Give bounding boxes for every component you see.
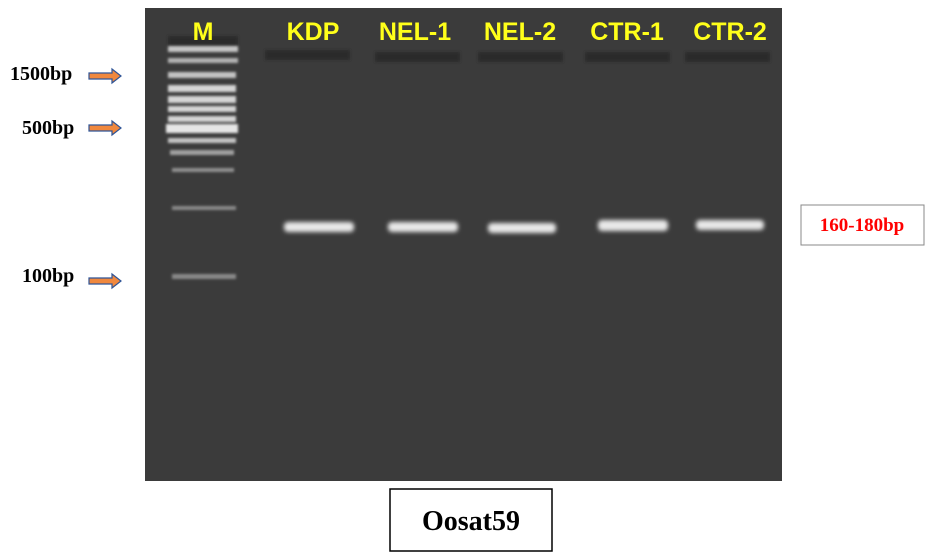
lane-label: CTR-2 xyxy=(693,18,767,46)
figure: M KDP NEL-1 NEL-2 CTR-1 CTR-2 1500bp 500… xyxy=(0,0,936,552)
marker-label: 1500bp xyxy=(10,63,72,85)
marker-label: 500bp xyxy=(22,117,74,139)
lane-label: NEL-1 xyxy=(379,18,451,46)
lane-label: CTR-1 xyxy=(590,18,664,46)
lane-label: KDP xyxy=(287,18,340,46)
lane-label: NEL-2 xyxy=(484,18,556,46)
caption: Oosat59 xyxy=(422,506,520,537)
arrows xyxy=(89,69,121,288)
gel xyxy=(145,8,782,481)
marker-label: 100bp xyxy=(22,265,74,287)
lane-label: M xyxy=(193,18,214,46)
band-label: 160-180bp xyxy=(820,215,904,236)
